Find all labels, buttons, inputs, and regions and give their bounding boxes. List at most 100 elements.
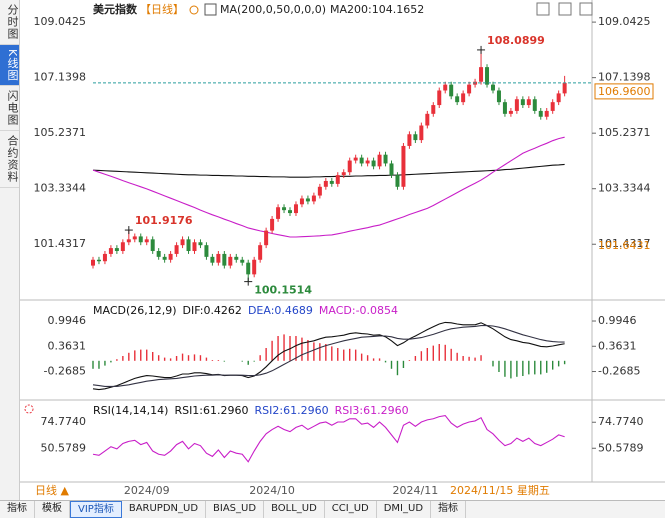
toolbar-icon[interactable] xyxy=(558,2,572,16)
candle-body xyxy=(520,99,525,106)
candle-body xyxy=(228,256,233,266)
candle-body xyxy=(174,245,179,254)
settings-icon[interactable] xyxy=(24,404,34,414)
candle-body xyxy=(120,242,125,252)
x-tick-label: 2024/11 xyxy=(393,484,439,497)
candle-body xyxy=(210,256,215,263)
y-tick-label: 107.1398 xyxy=(598,71,651,84)
x-tick-label: 2024/10 xyxy=(249,484,295,497)
candle-body xyxy=(365,160,370,164)
candle-body xyxy=(96,259,101,262)
candle-body xyxy=(443,84,448,91)
legend-item: RSI1:61.2960 xyxy=(174,404,248,417)
bottom-tab[interactable]: CCI_UD xyxy=(325,501,377,518)
cursor-date: 2024/11/15 星期五 xyxy=(450,484,550,497)
candle-body xyxy=(311,195,316,202)
candle-body xyxy=(240,259,245,263)
y-tick-label-left: 103.3344 xyxy=(34,182,87,195)
y-tick-label-left: 109.0425 xyxy=(34,15,87,28)
candle-body xyxy=(138,236,143,243)
candle-body xyxy=(102,253,107,262)
candle-body xyxy=(508,110,513,114)
y-tick-label-left: 0.9946 xyxy=(48,314,87,327)
bottom-tabs: 指标 模板 VIP指标 BARUPDN_UD BIAS_UD BOLL_UD CCI_UD D… xyxy=(0,500,665,518)
y-tick-label: 74.7740 xyxy=(598,415,644,428)
candle-body xyxy=(305,198,310,202)
candle-body xyxy=(347,160,352,173)
candle-body xyxy=(323,180,328,187)
y-tick-label: 103.3344 xyxy=(598,182,651,195)
candle-body xyxy=(264,230,269,246)
candle-body xyxy=(329,180,334,184)
side-tabs: 分时图 K线图 闪电图 合约资料 xyxy=(0,0,20,500)
candle-body xyxy=(293,204,298,214)
bottom-tab[interactable]: 模板 xyxy=(35,501,70,518)
legend-item: RSI3:61.2960 xyxy=(335,404,409,417)
candle-body xyxy=(431,105,436,114)
candle-body xyxy=(455,96,460,103)
side-tab[interactable]: 分时图 xyxy=(0,0,19,45)
y-tick-label: 50.5789 xyxy=(598,441,644,454)
candle-body xyxy=(198,242,203,246)
candle-body xyxy=(425,113,430,126)
legend-item: MACD:-0.0854 xyxy=(319,304,398,317)
candle-body xyxy=(395,175,400,187)
side-tab[interactable]: 合约资料 xyxy=(0,131,19,189)
bottom-tab[interactable]: 指标 xyxy=(0,501,35,518)
candle-body xyxy=(180,239,185,246)
candle-body xyxy=(258,245,263,260)
extreme-label: 100.1514 xyxy=(254,284,312,297)
candle-body xyxy=(222,253,227,266)
add-icon[interactable] xyxy=(189,5,199,15)
legend-item: MACD(26,12,9) xyxy=(93,304,177,317)
last-price-box xyxy=(594,83,654,100)
candle-body xyxy=(288,210,293,214)
candle-body xyxy=(317,186,322,196)
candle-body xyxy=(144,239,149,243)
side-tab[interactable]: 闪电图 xyxy=(0,86,19,132)
candle-body xyxy=(156,251,161,257)
candle-body xyxy=(299,198,304,205)
candle-body xyxy=(467,84,472,94)
candle-body xyxy=(168,253,173,260)
y-tick-label: -0.2685 xyxy=(598,365,640,378)
candle-body xyxy=(485,67,490,85)
toolbar-icon[interactable] xyxy=(536,2,550,16)
candle-body xyxy=(341,172,346,176)
period-button[interactable]: 日线 ▲ xyxy=(35,483,69,497)
candle-body xyxy=(389,163,394,176)
last-price-label: 106.9600 xyxy=(598,85,651,98)
y-tick-label-left: 74.7740 xyxy=(41,415,87,428)
candle-body xyxy=(91,259,95,266)
candle-body xyxy=(162,256,167,260)
side-tab[interactable]: K线图 xyxy=(0,45,19,87)
candle-body xyxy=(437,90,442,106)
bottom-tab[interactable]: 指标 xyxy=(431,501,467,518)
candle-body xyxy=(132,236,137,240)
instrument-name: 美元指数 xyxy=(93,2,138,16)
candle-body xyxy=(532,99,537,111)
bottom-tab[interactable]: BOLL_UD xyxy=(264,501,325,518)
candle-body xyxy=(353,157,358,161)
candle-body xyxy=(192,242,197,252)
toolbar-icon[interactable] xyxy=(579,2,593,16)
indicator-icon[interactable] xyxy=(204,3,217,16)
candle-body xyxy=(282,207,287,211)
y-tick-label: 101.4317 xyxy=(598,237,651,250)
y-tick-label-left: 0.3631 xyxy=(48,339,87,352)
x-tick-label: 2024/09 xyxy=(124,484,170,497)
candle-body xyxy=(401,145,406,187)
background xyxy=(20,0,665,500)
candle-body xyxy=(186,239,191,252)
bottom-tab[interactable]: DMI_UD xyxy=(377,501,432,518)
candle-body xyxy=(371,160,376,167)
candle-body xyxy=(246,262,251,275)
extreme-label: 101.9176 xyxy=(135,214,193,227)
bottom-tab[interactable]: BIAS_UD xyxy=(206,501,265,518)
candle-body xyxy=(270,218,275,231)
y-tick-label-left: 50.5789 xyxy=(41,441,87,454)
candle-body xyxy=(556,93,561,103)
bottom-tab[interactable]: VIP指标 xyxy=(70,501,122,518)
bottom-tab[interactable]: BARUPDN_UD xyxy=(122,501,207,518)
